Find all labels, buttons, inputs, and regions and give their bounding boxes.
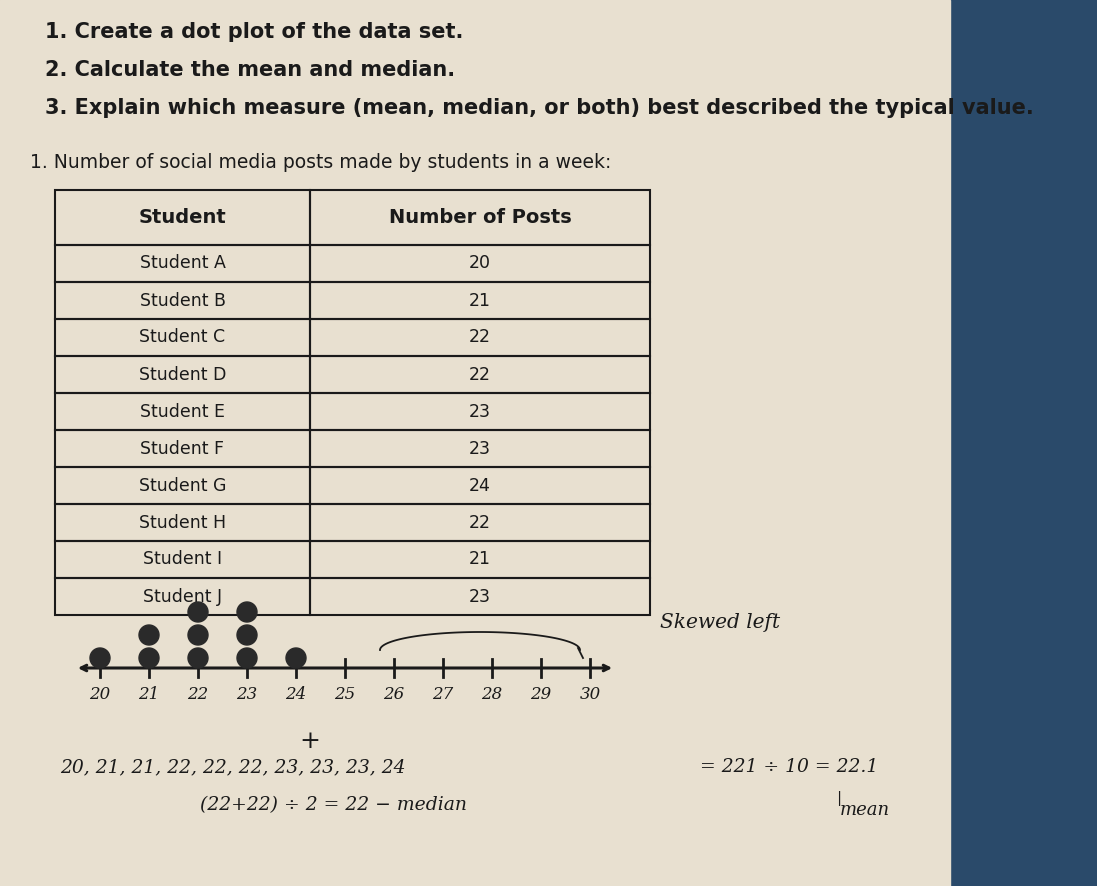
Text: 22: 22 — [470, 366, 491, 384]
Bar — [310, 504, 651, 541]
Text: 28: 28 — [482, 686, 502, 703]
Text: Student H: Student H — [139, 514, 226, 532]
Circle shape — [188, 648, 208, 668]
Bar — [55, 190, 310, 245]
Text: 2. Calculate the mean and median.: 2. Calculate the mean and median. — [45, 60, 455, 80]
Bar — [310, 393, 651, 430]
Circle shape — [237, 648, 257, 668]
Bar — [55, 578, 310, 615]
Text: Student B: Student B — [139, 291, 226, 309]
Bar — [55, 393, 310, 430]
Bar — [310, 356, 651, 393]
Bar — [310, 578, 651, 615]
Text: 1. Number of social media posts made by students in a week:: 1. Number of social media posts made by … — [30, 153, 611, 172]
Text: 20: 20 — [470, 254, 491, 273]
Text: 21: 21 — [470, 291, 491, 309]
Bar — [55, 504, 310, 541]
Text: Student G: Student G — [138, 477, 226, 494]
Bar — [0, 0, 950, 886]
Circle shape — [237, 602, 257, 622]
Text: 23: 23 — [236, 686, 258, 703]
Bar — [310, 467, 651, 504]
Bar — [310, 190, 651, 245]
Text: 23: 23 — [470, 439, 491, 457]
Text: Student J: Student J — [143, 587, 222, 605]
Bar — [55, 356, 310, 393]
Text: 30: 30 — [579, 686, 601, 703]
Bar — [310, 245, 651, 282]
Text: |: | — [836, 791, 841, 806]
Circle shape — [188, 625, 208, 645]
Text: Skewed left: Skewed left — [660, 613, 780, 632]
Text: 27: 27 — [432, 686, 454, 703]
Bar — [55, 541, 310, 578]
Text: 25: 25 — [335, 686, 355, 703]
Text: Student E: Student E — [140, 402, 225, 421]
Text: 22: 22 — [470, 329, 491, 346]
Text: (22+22) ÷ 2 = 22 − median: (22+22) ÷ 2 = 22 − median — [200, 796, 467, 814]
Bar — [310, 430, 651, 467]
Circle shape — [139, 648, 159, 668]
Bar — [310, 541, 651, 578]
Text: +: + — [299, 730, 320, 753]
Text: 1. Create a dot plot of the data set.: 1. Create a dot plot of the data set. — [45, 22, 463, 42]
Bar — [55, 319, 310, 356]
Circle shape — [237, 625, 257, 645]
Text: mean: mean — [840, 801, 890, 819]
Bar — [55, 282, 310, 319]
Text: 24: 24 — [470, 477, 491, 494]
Text: Student F: Student F — [140, 439, 225, 457]
Text: 29: 29 — [530, 686, 552, 703]
Text: Number of Posts: Number of Posts — [388, 208, 572, 227]
Text: Student C: Student C — [139, 329, 226, 346]
Text: 23: 23 — [470, 402, 491, 421]
Text: Student I: Student I — [143, 550, 222, 569]
Bar — [55, 467, 310, 504]
Text: 22: 22 — [188, 686, 208, 703]
Text: = 221 ÷ 10 = 22.1: = 221 ÷ 10 = 22.1 — [700, 758, 879, 776]
Bar — [950, 0, 1097, 886]
Text: 24: 24 — [285, 686, 307, 703]
Text: Student A: Student A — [139, 254, 226, 273]
Bar — [55, 430, 310, 467]
Text: 21: 21 — [470, 550, 491, 569]
Text: 21: 21 — [138, 686, 160, 703]
Bar — [310, 319, 651, 356]
Text: 26: 26 — [383, 686, 405, 703]
Circle shape — [188, 602, 208, 622]
Text: Student: Student — [138, 208, 226, 227]
Circle shape — [90, 648, 110, 668]
Text: 20, 21, 21, 22, 22, 22, 23, 23, 23, 24: 20, 21, 21, 22, 22, 22, 23, 23, 23, 24 — [60, 758, 406, 776]
Text: Student D: Student D — [139, 366, 226, 384]
Bar — [310, 282, 651, 319]
Text: 22: 22 — [470, 514, 491, 532]
Text: 23: 23 — [470, 587, 491, 605]
Text: 20: 20 — [89, 686, 111, 703]
Circle shape — [286, 648, 306, 668]
Text: 3. Explain which measure (mean, median, or both) best described the typical valu: 3. Explain which measure (mean, median, … — [45, 98, 1033, 118]
Bar — [55, 245, 310, 282]
Circle shape — [139, 625, 159, 645]
